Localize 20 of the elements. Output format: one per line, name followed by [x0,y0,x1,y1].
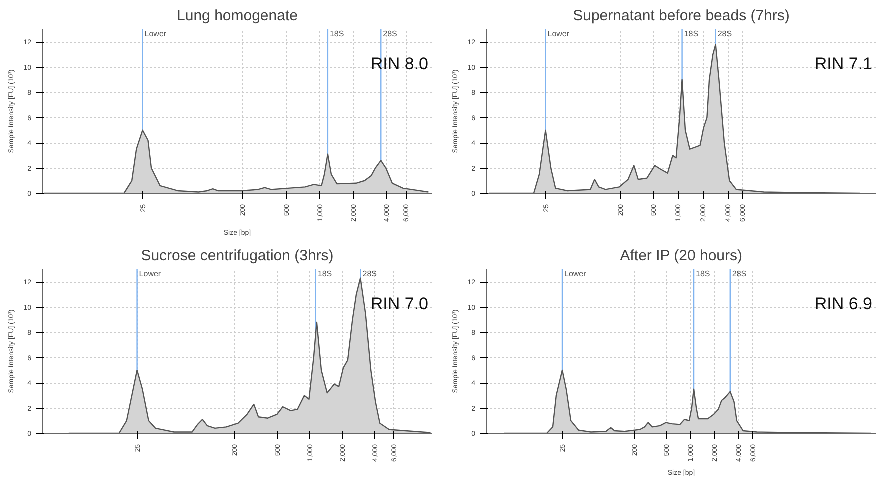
chart-title: Lung homogenate [177,8,298,24]
ref-line-label: Lower [564,270,587,278]
ref-line-label: 28S [383,30,398,38]
chart-title: Sucrose centrifugation (3hrs) [141,248,334,264]
ref-line-label: 28S [362,270,378,278]
ref-line-label: Lower [548,30,570,38]
ref-line-label: 18S [684,30,699,38]
annotation: RIN 8.0 [370,54,429,74]
ref-line-label: 18S [696,270,710,278]
annotation: RIN 7.0 [370,294,429,314]
ref-line-label: 28S [718,30,732,38]
chart-title: After IP (20 hours) [620,248,743,264]
ref-line-label: Lower [139,270,162,278]
chart-title: Supernatant before beads (7hrs) [573,8,790,24]
annotation: RIN 6.9 [814,294,873,314]
ref-line-label: 18S [330,30,344,38]
annotation: RIN 7.1 [814,54,873,74]
ref-line-label: 28S [732,270,747,278]
ref-line-label: Lower [144,30,167,38]
ref-line-label: 18S [318,270,332,278]
